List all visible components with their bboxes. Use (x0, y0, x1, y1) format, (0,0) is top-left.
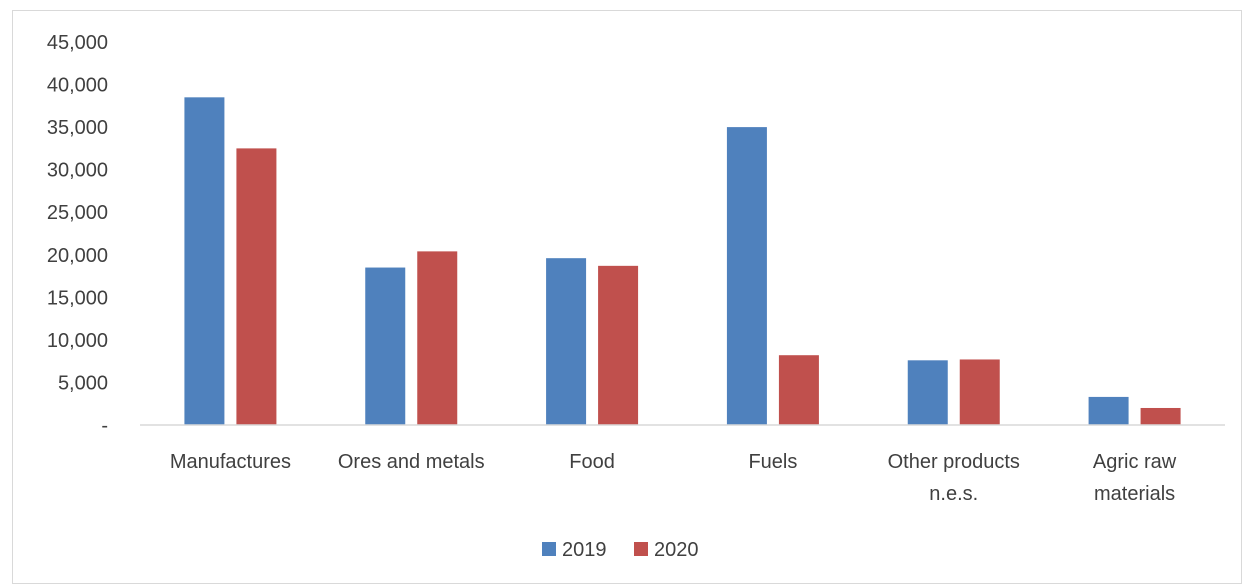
x-category-label: materials (1094, 483, 1175, 505)
y-tick-label: 25,000 (47, 202, 108, 224)
bar-2020-0 (236, 148, 277, 425)
y-tick-label: - (101, 415, 108, 437)
y-tick-label: 30,000 (47, 160, 108, 182)
y-tick-label: 45,000 (47, 32, 108, 54)
bar-2020-3 (778, 355, 819, 425)
y-tick-label: 35,000 (47, 117, 108, 139)
bar-2019-0 (184, 97, 225, 426)
bar-2019-1 (365, 267, 406, 425)
legend: 2019 2020 (542, 539, 699, 561)
x-axis-labels: Manufactures Ores and metals Food Fuels Othe… (170, 451, 1177, 505)
bar-2020-2 (598, 265, 639, 425)
bar-2020-4 (959, 359, 1000, 425)
bars (184, 97, 1181, 426)
legend-swatch-2020 (634, 542, 648, 556)
x-category-label: Manufactures (170, 451, 291, 473)
y-tick-label: 15,000 (47, 287, 108, 309)
bar-2019-3 (726, 127, 767, 425)
bar-2019-2 (546, 258, 587, 425)
bar-2019-4 (907, 360, 948, 425)
x-category-label: Fuels (748, 451, 797, 473)
x-category-label: Food (569, 451, 615, 473)
y-tick-label: 20,000 (47, 245, 108, 267)
x-category-label: Other products (888, 451, 1020, 473)
bar-2020-1 (417, 251, 458, 425)
y-tick-label: 10,000 (47, 330, 108, 352)
bar-2020-5 (1140, 407, 1181, 425)
y-axis-ticks: - 5,000 10,000 15,000 20,000 25,000 30,000 35,0… (47, 32, 108, 437)
y-tick-label: 40,000 (47, 75, 108, 97)
x-category-label: Agric raw (1093, 451, 1177, 473)
y-tick-label: 5,000 (58, 372, 108, 394)
x-category-label: n.e.s. (929, 483, 978, 505)
legend-swatch-2019 (542, 542, 556, 556)
legend-label-2020: 2020 (654, 539, 699, 561)
bar-2019-5 (1088, 396, 1129, 425)
legend-label-2019: 2019 (562, 539, 607, 561)
x-category-label: Ores and metals (338, 451, 485, 473)
